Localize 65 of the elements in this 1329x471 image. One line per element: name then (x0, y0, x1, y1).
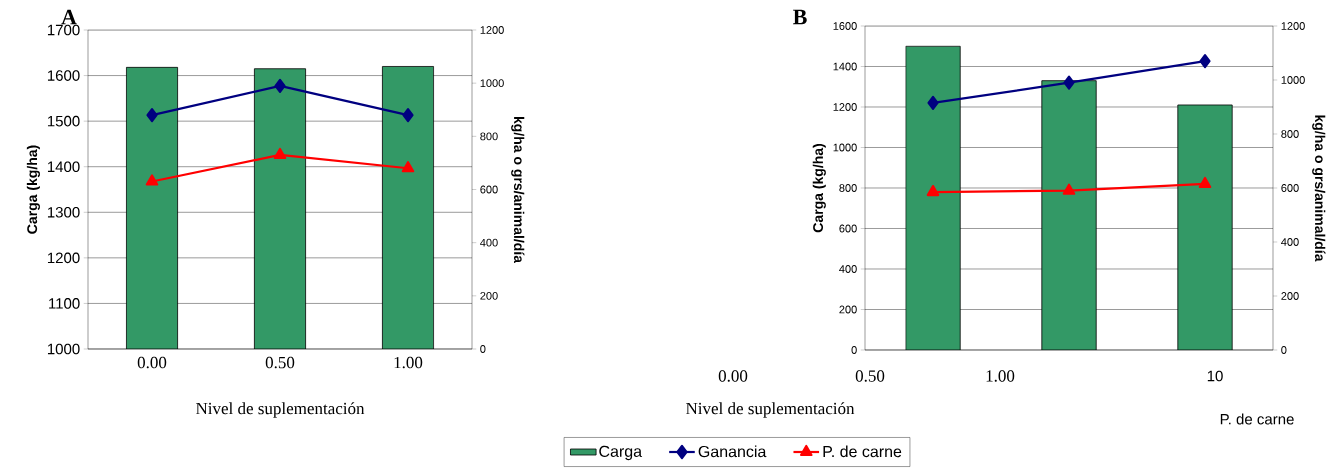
point (145, 174, 159, 186)
point (927, 95, 939, 111)
x-tick-label: 1.00 (394, 356, 423, 369)
y2-axis-title: kg/ha o grs/animal/día (1312, 115, 1326, 262)
y-tick-label: 1400 (47, 161, 80, 173)
chart-title: B (793, 9, 807, 25)
y-tick-label: 1600 (833, 22, 857, 30)
bar (905, 45, 961, 350)
y-tick-label: 400 (839, 265, 857, 273)
point (273, 147, 287, 160)
y2-tick-label: 200 (480, 291, 498, 300)
y2-tick-label: 0 (480, 345, 486, 353)
bar (1177, 104, 1233, 350)
chart-title: A (61, 9, 77, 25)
x-axis-title: Nivel de suplementación (686, 402, 855, 418)
y-tick-label: 1400 (833, 62, 857, 71)
bar (1041, 80, 1097, 350)
y2-tick-label: 800 (480, 132, 498, 141)
y2-tick-label: 1200 (480, 26, 504, 34)
point (146, 107, 158, 123)
y2-tick-label: 0 (1281, 346, 1287, 354)
point (1063, 75, 1075, 90)
y-tick-label: 1200 (47, 252, 80, 264)
point (274, 78, 286, 93)
y2-tick-label: 1000 (1281, 76, 1305, 84)
text: 0.50 (855, 370, 885, 382)
y2-tick-label: 800 (1281, 130, 1299, 138)
point (402, 107, 414, 123)
y-tick-label: 800 (839, 184, 857, 192)
y-axis-title: Carga (kg/ha) (812, 143, 826, 233)
y2-tick-label: 400 (480, 238, 498, 247)
text: 0.00 (718, 370, 748, 382)
y2-tick-label: 600 (1281, 184, 1299, 192)
y-tick-label: 1000 (47, 343, 80, 355)
y-tick-label: 200 (839, 305, 857, 314)
y2-tick-label: 600 (480, 185, 498, 194)
x-axis-title: Nivel de suplementación (195, 402, 365, 418)
legend-label: Ganancia (698, 445, 767, 458)
point (401, 161, 415, 173)
text: 1.00 (986, 370, 1015, 382)
y-tick-label: 1300 (47, 206, 80, 218)
y-tick-label: 600 (839, 224, 857, 233)
x-tick-label: 0.50 (265, 356, 295, 369)
text: 10 (1207, 370, 1223, 382)
point (926, 184, 940, 197)
x-tick-label: 0.00 (137, 356, 167, 369)
legend-label: P. de carne (823, 445, 902, 458)
y2-tick-label: 400 (1281, 238, 1299, 246)
y2-axis-title: kg/ha o grs/animal/día (511, 116, 525, 264)
y-tick-label: 1700 (47, 24, 80, 36)
y2-tick-label: 1000 (480, 79, 504, 88)
point (1198, 176, 1212, 189)
legend-label: Carga (599, 445, 643, 461)
y-tick-label: 1000 (833, 143, 857, 152)
y-axis-title: Carga (kg/ha) (26, 145, 40, 234)
y-tick-label: 1600 (47, 70, 80, 81)
y-tick-label: 1500 (47, 115, 80, 127)
text: P. de carne (1220, 413, 1294, 425)
y2-tick-label: 1200 (1281, 22, 1305, 30)
point (1199, 54, 1211, 69)
point (1062, 183, 1076, 195)
y-tick-label: 1100 (49, 298, 80, 309)
y-tick-label: 0 (851, 346, 857, 354)
y2-tick-label: 200 (1281, 292, 1299, 300)
y-tick-label: 1200 (833, 103, 857, 111)
